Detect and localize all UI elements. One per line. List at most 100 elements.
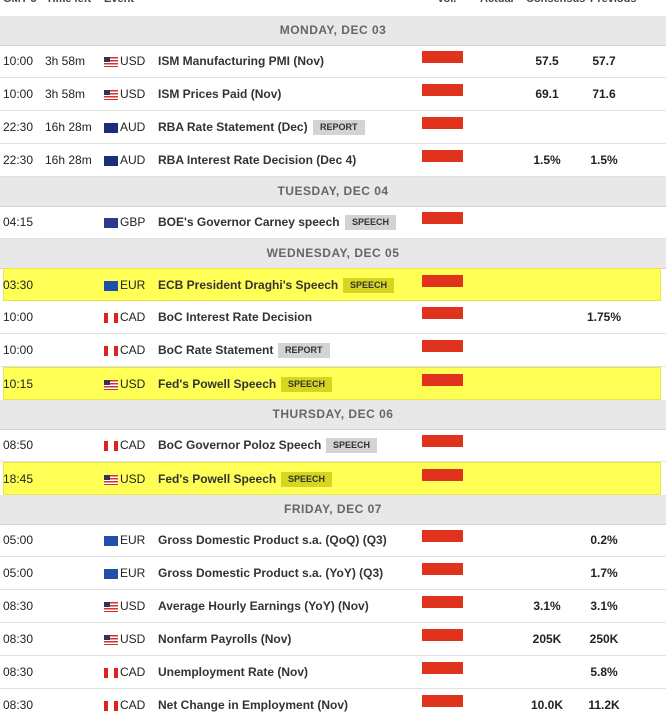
event-tag: SPEECH (343, 278, 395, 293)
event-row: 08:30 USD Average Hourly Earnings (YoY) (N… (0, 590, 666, 623)
event-row: 04:15 GBP BOE's Governor Carney speech SPEE… (0, 206, 666, 239)
time: 04:15 (3, 215, 34, 229)
event-name: RBA Rate Statement (Dec) (158, 120, 308, 134)
flag (104, 536, 118, 546)
time: 18:45 (3, 472, 34, 486)
flag (104, 635, 118, 645)
event-name: Fed's Powell Speech (158, 472, 277, 486)
time: 03:30 (3, 278, 34, 292)
event-name: Nonfarm Payrolls (Nov) (158, 632, 292, 646)
currency: CAD (120, 310, 146, 324)
time: 05:00 (3, 533, 34, 547)
currency: CAD (120, 343, 146, 357)
volatility-bar (422, 150, 463, 162)
flag (104, 668, 118, 678)
day-header: MONDAY, DEC 03 (0, 16, 666, 46)
flag (104, 569, 118, 579)
day-header: WEDNESDAY, DEC 05 (0, 239, 666, 269)
column-header: Consensus (526, 0, 585, 5)
event-row: 10:00 3h 58m USD ISM Manufacturing PMI (Nov… (0, 45, 666, 78)
event-row: 10:15 USD Fed's Powell Speech SPEECH (3, 367, 661, 400)
flag (104, 156, 118, 166)
currency: AUD (120, 120, 146, 134)
previous: 3.1% (590, 599, 618, 613)
flag (104, 701, 118, 711)
event-name: BoC Rate Statement (158, 343, 274, 357)
currency: USD (120, 472, 146, 486)
flag (104, 475, 118, 485)
consensus: 10.0K (530, 698, 564, 712)
previous: 1.7% (590, 566, 618, 580)
volatility-bar (422, 530, 463, 542)
flag-canton (104, 57, 110, 62)
currency: USD (120, 54, 146, 68)
currency: USD (120, 377, 146, 391)
flag-canton (104, 475, 110, 480)
time-left: 16h 28m (45, 120, 92, 134)
time-left: 16h 28m (45, 153, 92, 167)
column-header: GMT-5 (3, 0, 37, 5)
flag (104, 90, 118, 100)
flag (104, 346, 118, 356)
event-row: 08:30 USD Nonfarm Payrolls (Nov) 205K 250K (0, 623, 666, 656)
event-row: 22:30 16h 28m AUD RBA Interest Rate Decisio… (0, 144, 666, 177)
event-row: 10:00 CAD BoC Interest Rate Decision 1.75% (0, 301, 666, 334)
volatility-bar (422, 51, 463, 63)
event-row: 08:30 CAD Unemployment Rate (Nov) 5.8% (0, 656, 666, 689)
time: 10:00 (3, 54, 34, 68)
volatility-bar (422, 695, 463, 707)
currency: CAD (120, 665, 146, 679)
flag (104, 441, 118, 451)
day-header: FRIDAY, DEC 07 (0, 495, 666, 525)
previous: 0.2% (590, 533, 618, 547)
event-row: 18:45 USD Fed's Powell Speech SPEECH (3, 462, 661, 495)
time-left: 3h 58m (45, 54, 86, 68)
time: 08:30 (3, 698, 34, 712)
currency: EUR (120, 533, 146, 547)
time: 08:30 (3, 632, 34, 646)
previous: 11.2K (588, 698, 620, 712)
column-header: Time left (46, 0, 91, 5)
event-name: Fed's Powell Speech (158, 377, 277, 391)
time: 08:30 (3, 665, 34, 679)
event-row: 10:00 CAD BoC Rate Statement REPORT (0, 334, 666, 367)
day-header: TUESDAY, DEC 04 (0, 177, 666, 207)
time: 10:00 (3, 87, 34, 101)
time: 22:30 (3, 153, 34, 167)
currency: USD (120, 599, 146, 613)
column-header: Vol. (437, 0, 456, 5)
flag (104, 123, 118, 133)
volatility-bar (422, 275, 463, 287)
event-row: 08:30 CAD Net Change in Employment (Nov) 10… (0, 689, 666, 719)
flag-canton (104, 380, 110, 385)
event-name: BOE's Governor Carney speech (158, 215, 340, 229)
volatility-bar (422, 84, 463, 96)
currency: AUD (120, 153, 146, 167)
currency: USD (120, 632, 146, 646)
event-name: Gross Domestic Product s.a. (QoQ) (Q3) (158, 533, 387, 547)
flag (104, 602, 118, 612)
consensus: 3.1% (533, 599, 561, 613)
time: 08:30 (3, 599, 34, 613)
consensus: 1.5% (533, 153, 561, 167)
time: 10:15 (3, 377, 34, 391)
flag (104, 281, 118, 291)
volatility-bar (422, 469, 463, 481)
previous: 1.5% (590, 153, 618, 167)
flag-canton (104, 602, 110, 607)
time: 22:30 (3, 120, 34, 134)
event-name: ISM Prices Paid (Nov) (158, 87, 282, 101)
volatility-bar (422, 629, 463, 641)
event-row: 03:30 EUR ECB President Draghi's Speech SPE… (3, 268, 661, 301)
currency: GBP (120, 215, 146, 229)
volatility-bar (422, 662, 463, 674)
volatility-bar (422, 307, 463, 319)
currency: CAD (120, 698, 146, 712)
time-left: 3h 58m (45, 87, 86, 101)
event-name: Average Hourly Earnings (YoY) (Nov) (158, 599, 369, 613)
event-row: 08:50 CAD BoC Governor Poloz Speech SPEECH (0, 429, 666, 462)
flag-canton (104, 90, 110, 95)
previous: 57.7 (592, 54, 616, 68)
time: 10:00 (3, 343, 34, 357)
event-row: 05:00 EUR Gross Domestic Product s.a. (YoY… (0, 557, 666, 590)
